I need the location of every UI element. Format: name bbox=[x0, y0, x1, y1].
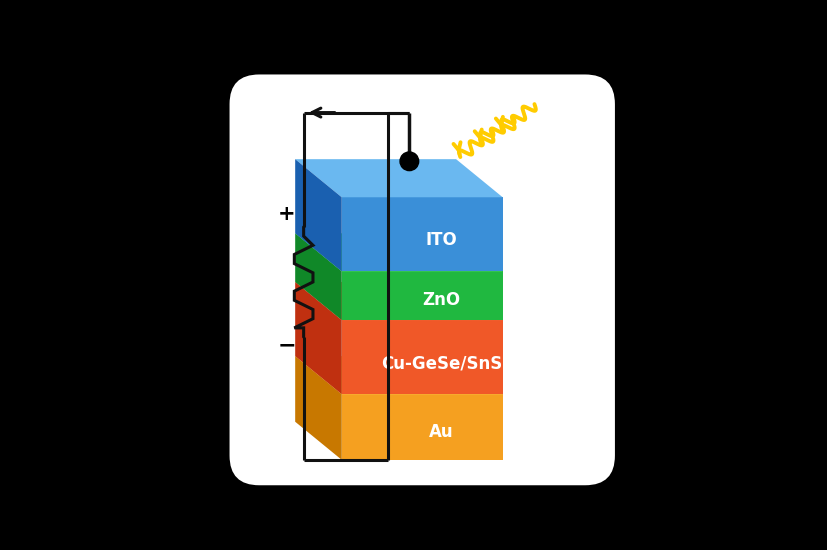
FancyBboxPatch shape bbox=[229, 74, 614, 485]
Polygon shape bbox=[295, 282, 502, 320]
Circle shape bbox=[399, 152, 418, 170]
Polygon shape bbox=[295, 282, 342, 394]
Polygon shape bbox=[342, 197, 502, 271]
Polygon shape bbox=[342, 271, 502, 320]
Polygon shape bbox=[342, 394, 502, 460]
Polygon shape bbox=[342, 320, 502, 394]
Polygon shape bbox=[295, 159, 502, 197]
Polygon shape bbox=[295, 356, 502, 394]
Polygon shape bbox=[295, 356, 342, 460]
Text: +: + bbox=[278, 204, 295, 224]
Polygon shape bbox=[295, 233, 502, 271]
Text: Au: Au bbox=[428, 424, 453, 441]
Polygon shape bbox=[295, 159, 342, 271]
Polygon shape bbox=[295, 233, 342, 320]
Text: ITO: ITO bbox=[425, 231, 457, 249]
Text: −: − bbox=[277, 336, 296, 355]
Text: Cu-GeSe/SnS: Cu-GeSe/SnS bbox=[380, 354, 501, 372]
Text: ZnO: ZnO bbox=[422, 290, 460, 309]
